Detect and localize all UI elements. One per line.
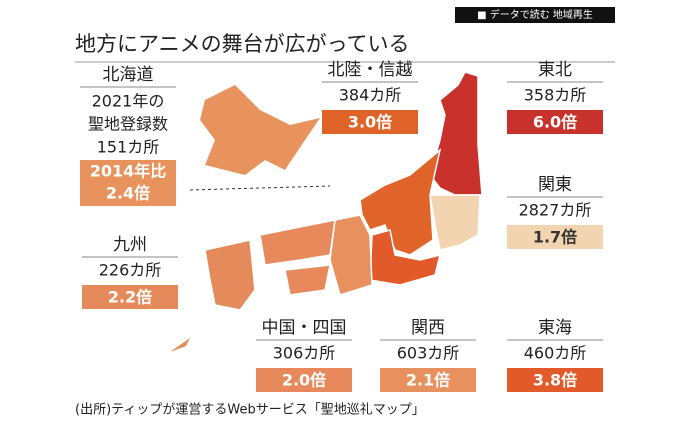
region-count: 226カ所 [99, 261, 162, 280]
hokkaido-line: 151カ所 [97, 138, 160, 157]
badge [82, 285, 178, 309]
region-name: 中国・四国 [262, 318, 347, 338]
source: (出所)ティップが運営するWebサービス「聖地巡礼マップ」 [75, 402, 425, 418]
region-count: 2827カ所 [519, 201, 592, 220]
region-count: 460カ所 [524, 344, 587, 363]
tag-bg [455, 7, 615, 23]
region-ratio: 3.8倍 [533, 371, 577, 390]
region-ratio: 2.1倍 [406, 371, 450, 390]
badge [507, 368, 603, 392]
region-shape [259, 219, 336, 266]
title: 地方にアニメの舞台が広がっている [75, 32, 410, 56]
region-shape [359, 148, 442, 256]
region-ratio: 3.0倍 [348, 113, 392, 132]
region-shape [204, 239, 256, 311]
region-count: 603カ所 [397, 344, 460, 363]
region-ratio: 1.7倍 [533, 228, 577, 247]
badge [507, 225, 603, 249]
hokkaido-line: 2021年の [92, 92, 165, 111]
badge [80, 160, 176, 206]
region-shape [284, 264, 331, 296]
hokkaido-line: 聖地登録数 [88, 115, 168, 134]
region-name: 東海 [538, 318, 572, 338]
region-name: 東北 [538, 60, 572, 80]
region-shape [329, 214, 373, 296]
region-ratio: 2.0倍 [282, 371, 326, 390]
tag: ■ データで読む 地域再生 [477, 8, 593, 21]
region-name: 関東 [538, 175, 572, 195]
region-shape [429, 71, 483, 196]
hokkaido-shape [200, 85, 320, 175]
region-ratio: 6.0倍 [533, 113, 577, 132]
region-name: 北陸・信越 [328, 60, 413, 80]
badge [256, 368, 352, 392]
region-count: 306カ所 [273, 344, 336, 363]
hokkaido-badge: 2.4倍 [106, 184, 150, 203]
badge [507, 110, 603, 134]
region-shape [429, 194, 481, 251]
region-name: 九州 [113, 235, 147, 255]
badge [322, 110, 418, 134]
region-name: 北海道 [103, 65, 154, 85]
okinawa [170, 338, 190, 352]
region-count: 358カ所 [524, 86, 587, 105]
badge [380, 368, 476, 392]
divider [189, 185, 331, 191]
region-ratio: 2.2倍 [108, 288, 152, 307]
region-count: 384カ所 [339, 86, 402, 105]
hokkaido-badge: 2014年比 [90, 162, 167, 181]
region-shape [369, 229, 442, 286]
region-name: 関西 [411, 318, 445, 338]
